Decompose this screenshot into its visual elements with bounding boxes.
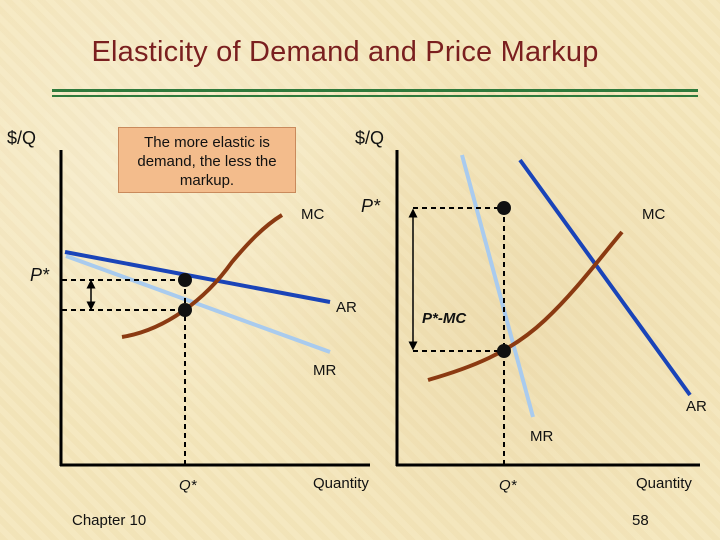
right-mc-label: MC	[642, 206, 666, 223]
left-q-star-label: Q*	[179, 477, 197, 494]
left-mr-curve	[65, 254, 331, 354]
title-rule-top	[52, 89, 698, 92]
right-mr-curve	[460, 154, 535, 418]
right-p-star-label: P*	[361, 196, 381, 216]
elasticity-note-box: The more elastic is demand, the less the…	[118, 127, 296, 193]
left-price-point	[178, 273, 192, 287]
right-ar-label: AR	[686, 398, 707, 415]
left-mc-point	[178, 303, 192, 317]
page-number: 58	[632, 512, 649, 529]
right-q-star-label: Q*	[499, 477, 517, 494]
left-ar-label: AR	[336, 299, 357, 316]
left-ar-curve	[64, 250, 331, 304]
right-y-axis-label: $/Q	[355, 128, 385, 148]
right-mc-curve	[427, 230, 624, 382]
right-ar-curve	[518, 158, 692, 397]
left-mc-label: MC	[301, 206, 325, 223]
left-x-axis-label: Quantity	[313, 475, 369, 492]
slide-title: Elasticity of Demand and Price Markup	[91, 36, 599, 68]
right-mr-label: MR	[530, 428, 554, 445]
chapter-footer: Chapter 10	[72, 512, 147, 529]
right-markup-label: P*-MC	[422, 310, 467, 327]
left-mr-label: MR	[313, 362, 337, 379]
right-x-axis-label: Quantity	[636, 475, 692, 492]
right-price-point	[497, 201, 511, 215]
left-p-star-label: P*	[30, 265, 50, 285]
left-mc-curve	[121, 213, 284, 339]
title-rule-bottom	[52, 95, 698, 97]
right-mc-point	[497, 344, 511, 358]
left-y-axis-label: $/Q	[7, 128, 37, 148]
